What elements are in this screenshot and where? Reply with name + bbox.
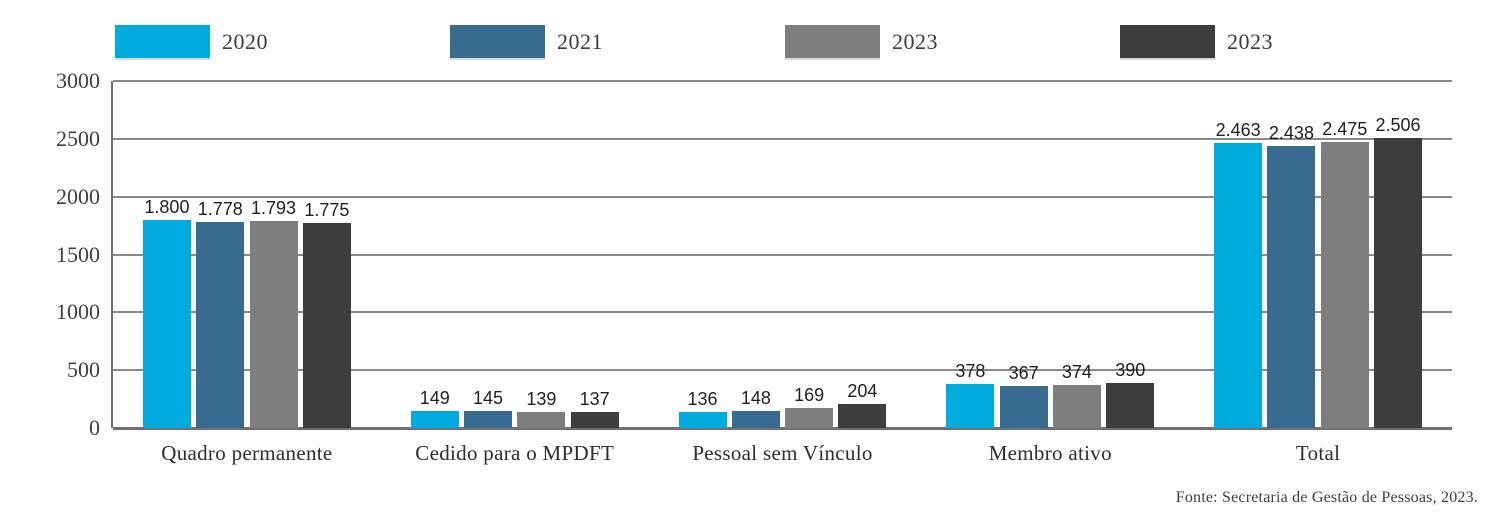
- bar-value-label: 204: [847, 381, 878, 402]
- bar-value-label: 148: [740, 387, 771, 408]
- bar-2020-Membro ativo: [946, 384, 995, 428]
- bar-value-label: 1.793: [251, 197, 297, 218]
- bar-value-label: 149: [419, 387, 450, 408]
- gridline: [113, 369, 1452, 372]
- bar-2023-Pessoal sem Vínculo: [785, 408, 834, 428]
- gridline: [113, 80, 1452, 82]
- legend-swatch: [785, 24, 880, 58]
- bar-2023-Total: [1374, 138, 1423, 428]
- bar-value-label: 169: [794, 385, 825, 406]
- bar-2023-Cedido para o MPDFT: [517, 411, 566, 428]
- legend-label: 2020: [222, 28, 268, 54]
- bar-value-label: 145: [473, 388, 504, 409]
- bar-2023-Quadro permanente: [249, 220, 298, 428]
- plot-area: 1.800 1.778 1.793 1.775 149 145 139 137 136 148 16…: [111, 80, 1452, 430]
- y-tick-label: 1000: [56, 299, 100, 325]
- bar-value-label: 390: [1115, 359, 1146, 380]
- bar-2020-Total: [1214, 143, 1263, 428]
- bar-value-label: 1.775: [304, 199, 350, 220]
- y-tick-label: 3000: [56, 68, 100, 93]
- bar-2020-Cedido para o MPDFT: [410, 410, 459, 428]
- y-tick-label: 500: [67, 357, 100, 383]
- bar-value-label: 2.475: [1322, 118, 1368, 139]
- gridline: [113, 195, 1452, 198]
- legend-item: 2021: [450, 24, 603, 58]
- bar-2020-Pessoal sem Vínculo: [678, 412, 727, 428]
- bar-2021-Quadro permanente: [196, 222, 245, 428]
- y-tick-label: 0: [89, 415, 100, 440]
- gridline: [113, 427, 1452, 430]
- bar-2023-Quadro permanente: [302, 222, 351, 428]
- bar-value-label: 137: [579, 389, 610, 410]
- legend-item: 2023: [785, 24, 938, 58]
- bar-value-label: 1.800: [144, 196, 190, 217]
- legend-swatch: [115, 24, 210, 58]
- bar-2021-Total: [1267, 146, 1316, 428]
- legend-label: 2023: [1227, 28, 1273, 54]
- bar-value-label: 2.463: [1215, 120, 1261, 141]
- gridline: [113, 253, 1452, 256]
- bar-2023-Membro ativo: [1106, 382, 1155, 428]
- y-tick-label: 2500: [56, 125, 100, 151]
- bar-2021-Membro ativo: [999, 385, 1048, 428]
- category-label: Membro ativo: [988, 441, 1112, 465]
- y-tick-label: 1500: [56, 241, 100, 267]
- bar-value-label: 374: [1061, 361, 1092, 382]
- bar-value-label: 367: [1008, 362, 1039, 383]
- legend-swatch: [450, 24, 545, 58]
- bar-2023-Pessoal sem Vínculo: [838, 404, 887, 428]
- category-label: Total: [1295, 441, 1341, 465]
- y-axis-line: [111, 81, 113, 428]
- bar-value-label: 2.506: [1375, 115, 1421, 136]
- gridline: [113, 311, 1452, 314]
- bar-2021-Pessoal sem Vínculo: [731, 410, 780, 428]
- bar-2023-Cedido para o MPDFT: [570, 412, 619, 428]
- legend-item: 2020: [115, 24, 268, 58]
- bar-value-label: 139: [526, 388, 557, 409]
- category-label: Quadro permanente: [161, 441, 333, 465]
- gridline: [113, 137, 1452, 140]
- legend-label: 2023: [892, 28, 938, 54]
- bar-2021-Cedido para o MPDFT: [464, 411, 513, 428]
- legend-item: 2023: [1120, 24, 1273, 58]
- bar-value-label: 2.438: [1268, 123, 1314, 143]
- bar-2023-Total: [1320, 141, 1369, 428]
- bar-value-label: 378: [955, 361, 986, 382]
- category-label: Pessoal sem Vínculo: [692, 441, 873, 465]
- bar-value-label: 136: [687, 389, 718, 410]
- category-label: Cedido para o MPDFT: [415, 441, 615, 465]
- legend-label: 2021: [557, 28, 603, 54]
- y-tick-label: 2000: [56, 183, 100, 209]
- bar-value-label: 1.778: [197, 199, 243, 220]
- bar-2020-Quadro permanente: [142, 219, 191, 428]
- source-note: Fonte: Secretaria de Gestão de Pessoas, …: [1175, 489, 1478, 506]
- bar-2023-Membro ativo: [1052, 384, 1101, 428]
- legend-swatch: [1120, 24, 1215, 58]
